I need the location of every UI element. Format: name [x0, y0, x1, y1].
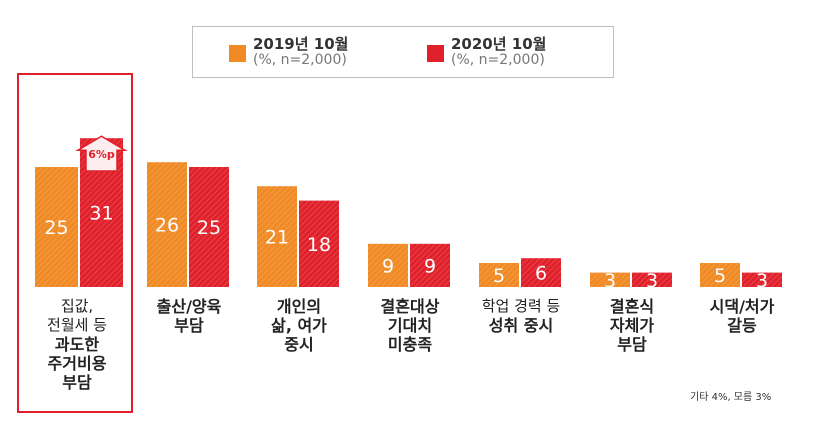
- bar-2019-3: [368, 243, 408, 287]
- legend-label-2019: 2019년 10월: [253, 35, 349, 53]
- category-label-bold-line: 결혼대상: [380, 297, 440, 316]
- legend-label-2020: 2020년 10월: [451, 35, 547, 53]
- value-label-2020-2: 18: [307, 234, 331, 256]
- legend-note-2019: (%, n=2,000): [253, 52, 347, 68]
- value-label-2020-0: 31: [89, 203, 113, 225]
- bar-2019-2: [257, 186, 297, 287]
- category-label-bold-line: 성취 중시: [488, 316, 554, 335]
- bar-2019-4: [479, 263, 519, 287]
- bar-2019-1: [147, 162, 187, 287]
- value-label-2019-0: 25: [44, 217, 68, 239]
- value-label-2019-6: 5: [714, 265, 726, 287]
- category-label-bold-line: 갈등: [727, 316, 757, 335]
- category-label-bold-line: 부담: [174, 316, 204, 335]
- value-label-2020-6: 3: [756, 270, 768, 292]
- value-label-2019-5: 3: [604, 270, 616, 292]
- legend: 2019년 10월 (%, n=2,000) 2020년 10월 (%, n=2…: [192, 26, 614, 78]
- category-label-bold-line: 시댁/처가: [709, 297, 775, 316]
- bar-2020-4: [521, 258, 561, 287]
- value-label-2020-1: 25: [197, 217, 221, 239]
- category-label-line: 학업 경력 등: [481, 297, 561, 315]
- category-label-5: 결혼식 자체가 부담: [577, 297, 687, 354]
- category-label-bold-line: 결혼식: [609, 297, 655, 316]
- category-label-bold-line: 삶, 여가: [271, 316, 327, 335]
- category-label-2: 개인의 삶, 여가 중시: [244, 297, 354, 354]
- footnote: 기타 4%, 모름 3%: [690, 392, 772, 403]
- value-label-2019-4: 5: [493, 265, 505, 287]
- category-label-bold-line: 자체가: [609, 316, 655, 335]
- value-label-2020-4: 6: [535, 263, 547, 285]
- value-labels-layer: 25 31 26 25 21 18 9 9 5 6 3 3 5 3: [44, 203, 768, 292]
- category-label-line: 전월세 등: [47, 316, 107, 334]
- category-label-bold-line: 기대치: [387, 316, 433, 335]
- highlight-box: [17, 73, 133, 413]
- legend-swatch-2020: [427, 45, 444, 62]
- category-label-bold-line: 주거비용: [47, 354, 107, 373]
- bar-2020-5: [632, 272, 672, 287]
- legend-swatch-2019: [229, 45, 246, 62]
- category-label-4: 학업 경력 등 성취 중시: [466, 297, 576, 335]
- category-label-bold-line: 개인의: [276, 297, 322, 316]
- bar-2020-2: [299, 200, 339, 287]
- category-label-3: 결혼대상 기대치 미충족: [355, 297, 465, 354]
- category-label-1: 출산/양육 부담: [134, 297, 244, 335]
- value-label-2019-3: 9: [382, 255, 394, 277]
- category-label-bold-line: 중시: [284, 335, 314, 354]
- value-label-2020-5: 3: [646, 270, 658, 292]
- bar-2020-3: [410, 243, 450, 287]
- increase-arrow: [75, 135, 128, 172]
- bar-2019-5: [590, 272, 630, 287]
- category-label-0: 집값, 전월세 등 과도한 주거비용 부담: [22, 297, 132, 392]
- value-label-2019-2: 21: [265, 227, 289, 249]
- value-label-2019-1: 26: [155, 215, 179, 237]
- category-label-bold-line: 부담: [617, 335, 647, 354]
- legend-note-2020: (%, n=2,000): [451, 52, 545, 68]
- category-label-6: 시댁/처가 갈등: [687, 297, 797, 335]
- bar-2019-0: [35, 167, 78, 287]
- annotation-layer: 6%p: [75, 135, 128, 172]
- category-label-bold-line: 부담: [62, 373, 92, 392]
- value-label-2020-3: 9: [424, 255, 436, 277]
- bar-2020-1: [189, 167, 229, 287]
- category-label-bold-line: 미충족: [387, 335, 433, 354]
- category-label-line: 집값,: [60, 297, 94, 315]
- category-label-bold-line: 과도한: [54, 335, 100, 354]
- bar-2020-6: [742, 272, 782, 287]
- increase-annotation-label: 6%p: [88, 148, 115, 161]
- bars-layer: [35, 138, 782, 287]
- category-label-bold-line: 출산/양육: [156, 297, 222, 316]
- bar-2019-6: [700, 263, 740, 287]
